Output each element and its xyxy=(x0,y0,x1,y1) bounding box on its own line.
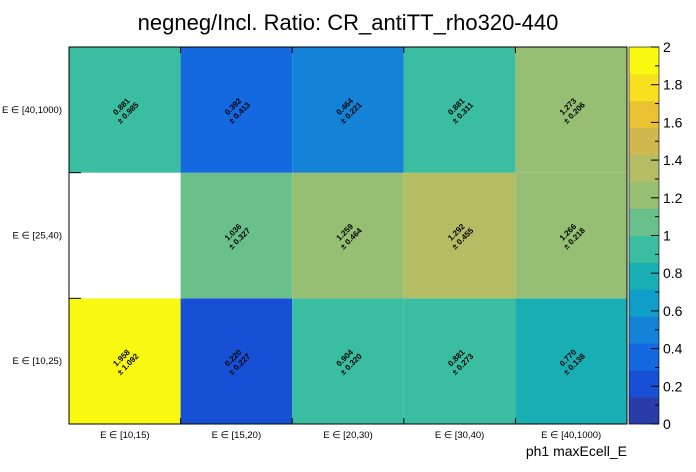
color-scale-segment xyxy=(629,235,659,263)
color-scale-segment xyxy=(629,73,659,102)
heatmap-cell xyxy=(403,47,516,173)
color-scale-segment xyxy=(629,47,659,75)
z-tick-label: 1 xyxy=(663,228,671,244)
z-tick-label: 0 xyxy=(663,416,671,432)
y-tick-label: E ∈ [40,1000) xyxy=(2,105,62,116)
z-tick-label: 1.6 xyxy=(663,114,683,130)
heatmap-cell xyxy=(292,172,404,299)
heatmap-cell xyxy=(180,172,293,299)
color-scale-segment xyxy=(629,127,659,156)
x-tick-label: E ∈ [15,20) xyxy=(212,430,261,441)
x-tick-label: E ∈ [30,40) xyxy=(435,430,484,441)
heatmap-cell xyxy=(69,172,181,299)
z-tick-label: 1.8 xyxy=(663,77,683,93)
heatmap-cell xyxy=(515,47,627,173)
x-tick-label: E ∈ [20,30) xyxy=(323,430,372,441)
heatmap-cell xyxy=(515,298,627,424)
x-tick-label: E ∈ [10,15) xyxy=(100,430,149,441)
color-scale-segment xyxy=(629,397,659,425)
plot-frame xyxy=(68,46,628,425)
y-tick-label: E ∈ [10,25) xyxy=(13,356,62,367)
color-scale-segment xyxy=(629,343,659,371)
heatmap-cells: 1.958± 1.092 0.220± 0.227 0.904± 0.320 0.88… xyxy=(69,47,627,424)
x-tick-label: E ∈ [40,1000) xyxy=(541,430,601,441)
z-tick-label: 2 xyxy=(663,39,671,55)
y-tick-label: E ∈ [25,40) xyxy=(13,231,62,242)
color-scale-segment xyxy=(629,370,659,398)
color-scale-segment xyxy=(629,208,659,236)
plot-border xyxy=(68,46,628,425)
color-scale-segment xyxy=(629,316,659,344)
color-scale-bar: 0 0.2 0.4 0.6 0.8 1 1.2 1.4 1.6 1.8 2 xyxy=(628,39,683,432)
heatmap-cell xyxy=(69,298,181,424)
z-tick-label: 1.4 xyxy=(663,152,683,168)
heatmap-cell xyxy=(69,47,181,173)
heatmap-cell xyxy=(403,172,516,299)
heatmap-cell xyxy=(292,298,404,424)
heatmap-cell xyxy=(180,298,293,424)
x-tick-labels: E ∈ [10,15) E ∈ [15,20) E ∈ [20,30) E ∈ [30… xyxy=(100,430,601,441)
x-axis-title: ph1 maxEcell_E xyxy=(526,443,627,459)
heatmap-cell xyxy=(515,172,627,299)
color-scale-segment xyxy=(629,181,659,209)
color-scale-segment xyxy=(629,262,659,290)
z-tick-label: 0.6 xyxy=(663,303,683,319)
z-tick-label: 1.2 xyxy=(663,190,683,206)
chart-title: negneg/Incl. Ratio: CR_antiTT_rho320-440 xyxy=(138,10,559,35)
color-scale-segment xyxy=(629,154,659,182)
z-tick-label: 0.8 xyxy=(663,265,683,281)
z-tick-label: 0.2 xyxy=(663,378,683,394)
color-scale-segment xyxy=(629,289,659,317)
heatmap-cell xyxy=(403,298,516,424)
heatmap-cell xyxy=(180,47,293,173)
z-tick-label: 0.4 xyxy=(663,341,683,357)
heatmap-cell xyxy=(292,47,404,173)
color-scale-segment xyxy=(629,100,659,129)
y-tick-labels: E ∈ [10,25) E ∈ [25,40) E ∈ [40,1000) xyxy=(2,105,62,367)
